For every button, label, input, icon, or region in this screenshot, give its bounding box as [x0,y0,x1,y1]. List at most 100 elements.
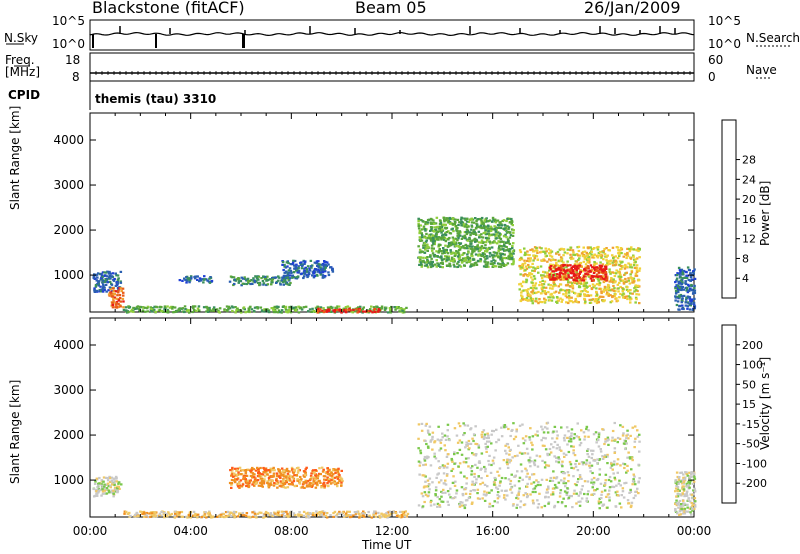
velocity-cell [443,434,447,437]
velocity-cell [511,428,514,432]
power-cell [423,251,426,254]
velocity-cell [566,436,569,439]
power-cell [470,228,473,231]
power-cell [584,284,588,287]
power-cell [349,309,352,312]
power-cell [272,306,275,310]
velocity-cell [257,471,260,474]
power-cell [488,255,491,258]
power-cell [574,279,577,282]
power-cell [426,249,429,252]
velocity-cell [558,495,562,498]
velocity-cell [257,484,261,487]
power-cell [290,271,293,274]
power-cell [119,300,122,303]
velocity-cell [433,455,436,458]
power-cell [566,260,569,263]
velocity-cell [575,502,578,505]
velocity-cell [314,486,318,489]
velocity-cell [507,478,511,481]
velocity-cell [425,442,428,446]
velocity-cell [582,431,586,434]
velocity-cell [290,482,293,486]
velocity-cell [336,470,340,473]
power-cell [281,263,284,266]
velocity-cell [317,480,320,483]
power-cell [266,310,270,313]
velocity-cell [469,467,473,470]
velocity-cell [545,464,548,467]
velocity-cell [564,482,568,485]
velocity-cell [327,480,331,483]
velocity-cell [525,469,528,472]
velocity-cell [601,457,605,460]
velocity-cell [502,459,506,462]
velocity-cell [251,515,255,518]
power-cell [548,258,551,261]
velocity-cell [309,478,312,481]
power-cell [122,308,126,311]
velocity-cell [169,514,172,517]
velocity-cell [175,515,178,518]
power-cell [438,249,441,252]
power-cell [390,305,393,309]
power-cell [246,279,250,282]
velocity-cell [543,461,547,464]
velocity-cell [590,481,593,484]
power-cell [558,264,561,268]
power-cell [433,243,436,246]
power-cell [689,272,692,275]
velocity-cell [570,432,573,435]
velocity-cell [246,468,249,471]
velocity-cell [403,515,406,518]
velocity-cell [626,499,630,502]
velocity-cell [568,494,571,498]
power-cell [588,298,591,301]
velocity-cell [276,486,279,489]
power-cell [602,250,605,253]
velocity-cell [582,461,585,464]
velocity-cell [143,512,146,515]
power-cell [573,264,577,267]
power-cell [474,217,477,220]
power-cell [632,281,636,284]
velocity-cell [500,435,504,438]
velocity-cell [105,487,109,490]
power-cell [565,301,568,304]
velocity-cell [475,453,478,456]
power-cell [125,309,128,312]
power-cell [465,226,469,229]
power-cell [118,296,122,300]
power-cell [456,227,459,230]
power-cell [135,307,139,310]
velocity-cell [248,482,251,485]
power-cell [464,237,467,240]
velocity-cell [443,482,446,485]
power-cell [356,311,359,314]
velocity-cell [603,489,607,492]
power-cell [444,227,448,230]
power-cell [263,308,266,311]
velocity-cell [238,472,241,476]
velocity-cell [607,443,610,446]
power-colorbar-tick-label: 12 [742,233,756,246]
velocity-cell [95,488,98,492]
velocity-cell [543,444,546,447]
velocity-cell [271,514,274,518]
power-cell [155,305,158,308]
power-cell [637,247,640,250]
velocity-cell [243,469,246,472]
power-cell [554,277,557,280]
velocity-cell [540,425,543,428]
power-cell [307,274,310,277]
power-cell [94,283,98,287]
velocity-cell [471,480,474,483]
velocity-cell [254,469,258,472]
power-cell [441,261,444,264]
power-cell [635,269,639,272]
power-cell [171,307,174,310]
power-cell [491,263,495,266]
velocity-cell [509,434,512,438]
velocity-cell [446,473,449,476]
power-cell [103,280,107,283]
